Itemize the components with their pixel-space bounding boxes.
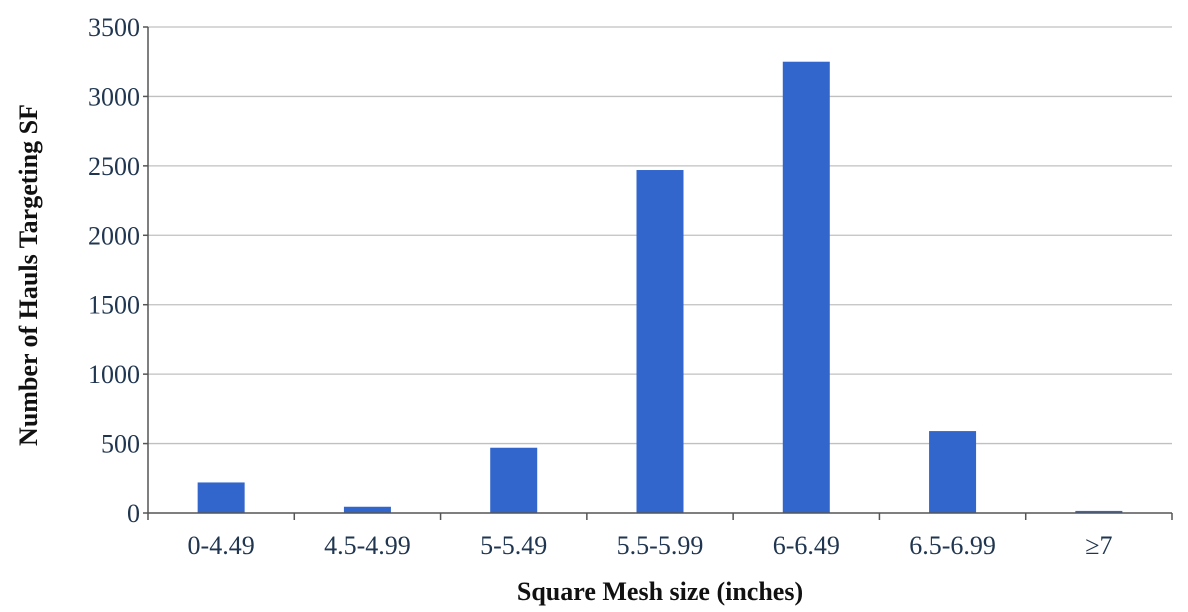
y-tick-label: 1500: [88, 291, 140, 320]
y-axis-title: Number of Hauls Targeting SF: [14, 104, 43, 446]
y-tick-label: 2000: [88, 221, 140, 250]
x-tick-label: 4.5-4.99: [324, 531, 411, 560]
y-tick-label: 3500: [88, 13, 140, 42]
y-tick-label: 0: [127, 499, 140, 528]
y-tick-label: 3000: [88, 82, 140, 111]
y-tick-label: 2500: [88, 152, 140, 181]
x-tick-labels: 0-4.49 4.5-4.99 5-5.49 5.5-5.99 6-6.49 6.5-6.…: [188, 531, 1113, 560]
bar: [197, 482, 245, 513]
y-tick-label: 1000: [88, 360, 140, 389]
bars: [197, 61, 1123, 513]
x-tick-label: 5.5-5.99: [617, 531, 704, 560]
x-tick-label: 0-4.49: [188, 531, 255, 560]
axes: [143, 26, 1173, 520]
x-tick-label: ≥7: [1085, 531, 1112, 560]
bar: [343, 506, 391, 513]
y-tick-label: 500: [101, 430, 140, 459]
bar: [636, 170, 684, 513]
y-tick-labels: 0 500 1000 1500 2000 2500 3000 3500: [88, 13, 140, 528]
bar: [782, 61, 830, 513]
bar: [1075, 510, 1123, 513]
x-axis-title: Square Mesh size (inches): [517, 577, 803, 606]
bar: [929, 431, 977, 513]
x-tick-label: 6.5-6.99: [909, 531, 996, 560]
x-tick-label: 6-6.49: [773, 531, 840, 560]
x-tick-label: 5-5.49: [480, 531, 547, 560]
bar: [490, 447, 538, 513]
